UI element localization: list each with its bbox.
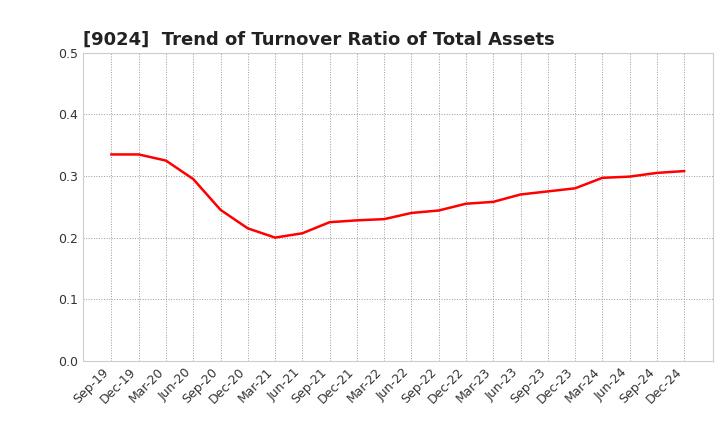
Text: [9024]  Trend of Turnover Ratio of Total Assets: [9024] Trend of Turnover Ratio of Total …: [83, 31, 554, 49]
